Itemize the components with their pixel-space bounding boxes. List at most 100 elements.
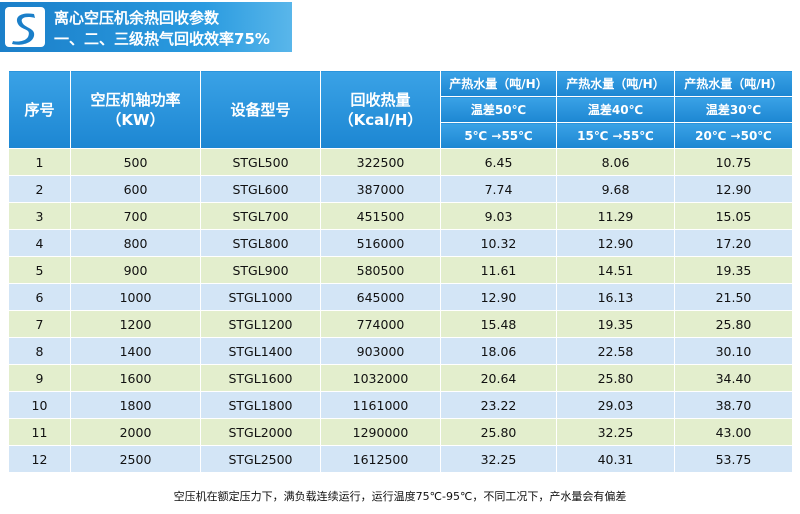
table-cell: 4: [8, 229, 71, 257]
table-cell: 8: [8, 337, 71, 365]
table-cell: 25.80: [556, 364, 675, 392]
table-cell: 9: [8, 364, 71, 392]
table-cell: 1400: [70, 337, 201, 365]
table-cell: STGL1600: [200, 364, 321, 392]
table-cell: 516000: [320, 229, 441, 257]
table-cell: 1000: [70, 283, 201, 311]
table-cell: 6.45: [440, 148, 557, 176]
table-cell: 18.06: [440, 337, 557, 365]
header-cell: 20℃ →50℃: [674, 122, 793, 149]
table-row: 11 2000 STGL2000 1290000 25.80 32.25 43.00: [8, 418, 793, 446]
table-cell: 6: [8, 283, 71, 311]
table-cell: 903000: [320, 337, 441, 365]
table-cell: STGL1200: [200, 310, 321, 338]
table-cell: STGL600: [200, 175, 321, 203]
header-cell: 5℃ →55℃: [440, 122, 557, 149]
table-cell: 20.64: [440, 364, 557, 392]
header-cell: 序号: [8, 70, 71, 149]
table-cell: 15.05: [674, 202, 793, 230]
table-cell: 40.31: [556, 445, 675, 473]
table-cell: STGL1400: [200, 337, 321, 365]
table-cell: 19.35: [556, 310, 675, 338]
header-text: 回收热量: [350, 90, 411, 109]
table-cell: 22.58: [556, 337, 675, 365]
header-text: 空压机轴功率: [90, 90, 181, 109]
table-row: 10 1800 STGL1800 1161000 23.22 29.03 38.70: [8, 391, 793, 419]
table-cell: 25.80: [674, 310, 793, 338]
table-cell: 322500: [320, 148, 441, 176]
table-row: 3 700 STGL700 451500 9.03 11.29 15.05: [8, 202, 793, 230]
table-cell: STGL2000: [200, 418, 321, 446]
banner-line: 一、二、三级热气回收效率75%: [54, 30, 270, 48]
table-cell: 2: [8, 175, 71, 203]
table-body: 1 500 STGL500 322500 6.45 8.06 10.75 2 600 STGL60…: [8, 148, 793, 473]
table-cell: 10: [8, 391, 71, 419]
table-cell: 1032000: [320, 364, 441, 392]
table-row: 6 1000 STGL1000 645000 12.90 16.13 21.50: [8, 283, 793, 311]
table-cell: 30.10: [674, 337, 793, 365]
table-cell: 34.40: [674, 364, 793, 392]
table-cell: 15.48: [440, 310, 557, 338]
logo-s: [12, 13, 35, 45]
logo: [5, 7, 45, 47]
table-row: 7 1200 STGL1200 774000 15.48 19.35 25.80: [8, 310, 793, 338]
table-row: 8 1400 STGL1400 903000 18.06 22.58 30.10: [8, 337, 793, 365]
table-cell: STGL500: [200, 148, 321, 176]
table-cell: 23.22: [440, 391, 557, 419]
header-text: （KW）: [106, 110, 165, 129]
table-cell: 32.25: [440, 445, 557, 473]
table-cell: 1612500: [320, 445, 441, 473]
table-cell: 1: [8, 148, 71, 176]
table-cell: 11.29: [556, 202, 675, 230]
header-cell: 回收热量 （Kcal/H）: [320, 70, 441, 149]
table-cell: 9.68: [556, 175, 675, 203]
table-cell: STGL2500: [200, 445, 321, 473]
title-banner: 离心空压机余热回收参数 一、二、三级热气回收效率75%: [0, 2, 292, 52]
table-cell: 800: [70, 229, 201, 257]
table-cell: 11.61: [440, 256, 557, 284]
table-cell: STGL800: [200, 229, 321, 257]
table-cell: 645000: [320, 283, 441, 311]
table-cell: 1800: [70, 391, 201, 419]
header-cell: 产热水量（吨/H）: [556, 70, 675, 97]
header-cell: 温差50℃: [440, 96, 557, 123]
header-cell: 15℃ →55℃: [556, 122, 675, 149]
table-cell: 580500: [320, 256, 441, 284]
table-cell: 500: [70, 148, 201, 176]
header-cell: 设备型号: [200, 70, 321, 149]
table-cell: 14.51: [556, 256, 675, 284]
table-row: 9 1600 STGL1600 1032000 20.64 25.80 34.40: [8, 364, 793, 392]
table-row: 1 500 STGL500 322500 6.45 8.06 10.75: [8, 148, 793, 176]
table-row: 4 800 STGL800 516000 10.32 12.90 17.20: [8, 229, 793, 257]
table-cell: 12.90: [440, 283, 557, 311]
table-cell: 1290000: [320, 418, 441, 446]
header-cell: 产热水量（吨/H）: [674, 70, 793, 97]
table-row: 5 900 STGL900 580500 11.61 14.51 19.35: [8, 256, 793, 284]
table-cell: STGL1800: [200, 391, 321, 419]
table-row: 2 600 STGL600 387000 7.74 9.68 12.90: [8, 175, 793, 203]
header-cell: 温差30℃: [674, 96, 793, 123]
table-cell: 10.75: [674, 148, 793, 176]
table-cell: 7: [8, 310, 71, 338]
table-cell: 32.25: [556, 418, 675, 446]
table-cell: 1200: [70, 310, 201, 338]
table-cell: 19.35: [674, 256, 793, 284]
table-cell: 700: [70, 202, 201, 230]
table-cell: 600: [70, 175, 201, 203]
table-cell: 12: [8, 445, 71, 473]
table-cell: STGL900: [200, 256, 321, 284]
table-row: 12 2500 STGL2500 1612500 32.25 40.31 53.75: [8, 445, 793, 473]
table-cell: 2500: [70, 445, 201, 473]
table-cell: 17.20: [674, 229, 793, 257]
table-cell: 9.03: [440, 202, 557, 230]
table-cell: 12.90: [556, 229, 675, 257]
header-cell: 产热水量（吨/H）: [440, 70, 557, 97]
table-cell: 53.75: [674, 445, 793, 473]
table-cell: STGL700: [200, 202, 321, 230]
table-cell: 387000: [320, 175, 441, 203]
header-cell: 温差40℃: [556, 96, 675, 123]
table-cell: STGL1000: [200, 283, 321, 311]
table-cell: 5: [8, 256, 71, 284]
table-cell: 21.50: [674, 283, 793, 311]
